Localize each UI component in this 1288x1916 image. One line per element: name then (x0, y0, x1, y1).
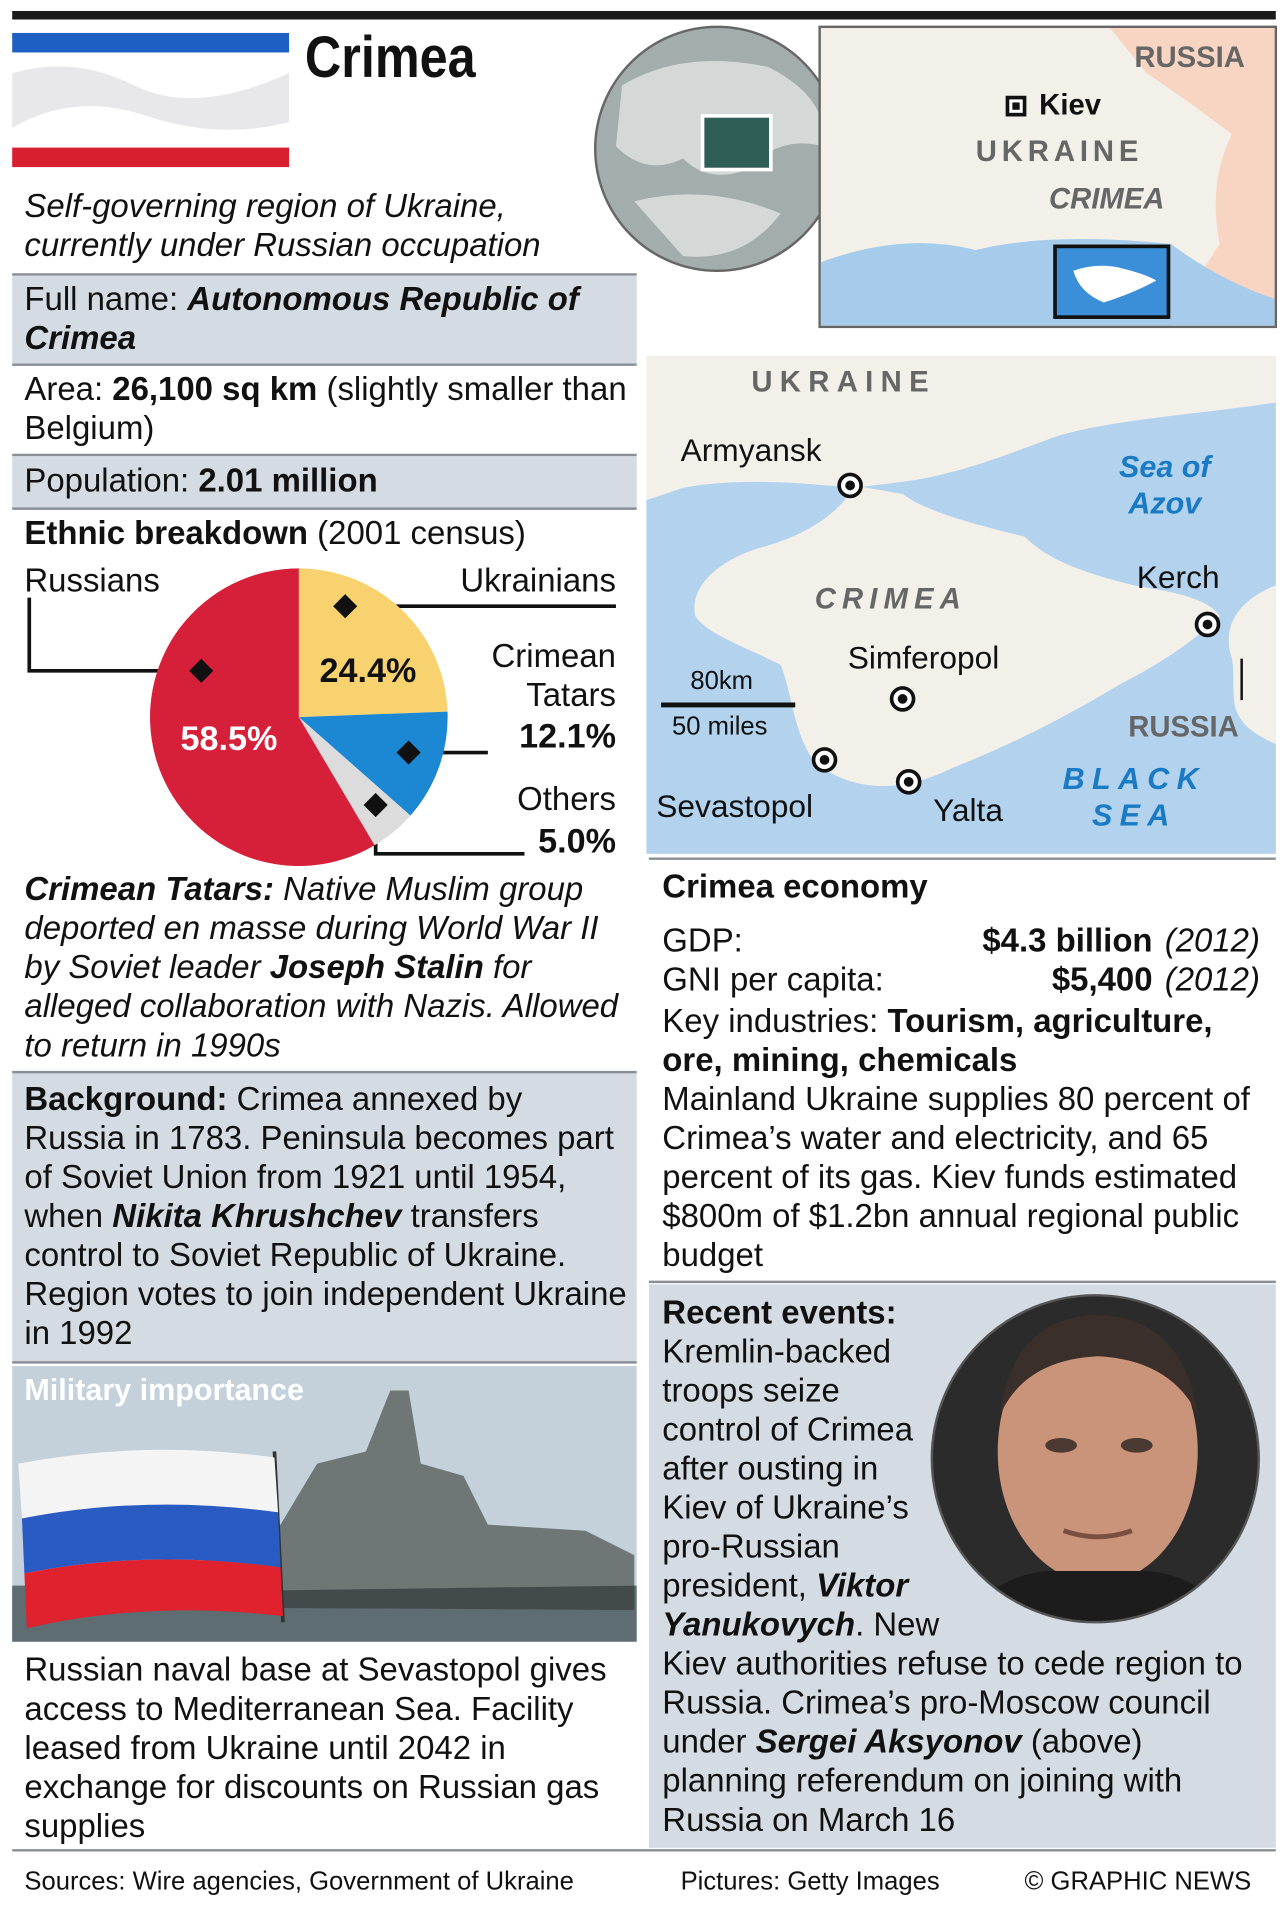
text-run: Crimea annexed by Russia in 1783. Penins… (24, 1080, 614, 1235)
crimea-map (646, 356, 1276, 854)
scale-label: 80km (690, 667, 753, 696)
map-label: CRIMEA (1048, 182, 1165, 216)
legend-label: Russians (24, 562, 160, 599)
subtitle: Self-governing region of Ukraine, curren… (24, 187, 541, 264)
legend-label: Crimean Tatars (491, 637, 616, 714)
economy-row: GDP: $4.3 billion (2012) (662, 921, 1260, 960)
map-label: RUSSIA (1134, 41, 1245, 75)
pie-chart (150, 568, 448, 866)
city-label: Sevastopol (656, 787, 814, 825)
text-run: (2001 census) (308, 514, 526, 552)
text-run: Population: (24, 462, 199, 499)
text-run: Viktor Yanukovych (662, 1567, 909, 1643)
pie-slice (298, 717, 411, 846)
economy-title: Crimea economy (662, 868, 928, 906)
text-run: Area: (24, 370, 113, 408)
footer-credit: © GRAPHIC NEWS (1024, 1867, 1252, 1896)
fact-full-name: Full name: Autonomous Republic of Crimea (24, 279, 628, 357)
portrait (927, 1293, 1264, 1625)
footer-sources: Sources: Wire agencies, Government of Uk… (24, 1867, 574, 1896)
text-run: Native Muslim group deported en masse du… (24, 870, 599, 986)
city-label: Yalta (933, 791, 1004, 829)
crimea-flag (12, 32, 290, 168)
economy-industries: Key industries: Tourism, agriculture, or… (662, 1001, 1266, 1079)
map-label: Kiev (1039, 89, 1102, 122)
map-label: CRIMEA (814, 583, 967, 616)
data-label: 58.5% (180, 719, 278, 758)
economy-rows: GDP: $4.3 billion (2012) GNI per capita: $5,… (662, 921, 1260, 999)
data-label: 5.0% (538, 822, 616, 860)
text-run: Full name: (24, 280, 188, 318)
economy-row: GNI per capita: $5,400 (2012) (662, 960, 1260, 999)
text-run: Crimean Tatars: (24, 870, 274, 908)
text-run: 26,100 sq km (112, 370, 318, 408)
text-run: Tourism, agriculture, ore, mining, chemi… (662, 1002, 1213, 1079)
row-year: (2012) (1164, 922, 1260, 959)
text-run: Nikita Khrushchev (112, 1197, 402, 1235)
tatars-note: Crimean Tatars: Native Muslim group depo… (24, 870, 628, 1065)
text-run: . New Kiev authorities refuse to cede re… (662, 1606, 1243, 1761)
text-run: Recent events: (662, 1294, 897, 1331)
title: Crimea (304, 25, 476, 91)
panel (12, 456, 637, 508)
text-run: 2.01 million (198, 462, 378, 499)
text-run: transfers control to Soviet Republic of … (24, 1197, 627, 1352)
scale-label: 50 miles (672, 712, 768, 741)
text-run: Sergei Aksyonov (755, 1723, 1022, 1761)
military-text: Russian naval base at Sevastopol gives a… (24, 1651, 607, 1845)
globe (593, 25, 841, 272)
legend-label: Others (517, 780, 616, 818)
city-label: Armyansk (680, 431, 822, 469)
text-run: (slightly smaller than Belgium) (24, 370, 627, 447)
text-run: (above) planning referendum on joining w… (662, 1723, 1183, 1839)
fact-area: Area: 26,100 sq km (slightly smaller tha… (24, 370, 628, 448)
footer-pictures: Pictures: Getty Images (680, 1867, 940, 1896)
row-value: $5,400 (1051, 961, 1153, 998)
legend-label: Ukrainians (460, 562, 616, 599)
top-rule (12, 10, 1276, 20)
text-run: Ethnic breakdown (24, 514, 309, 552)
map-label: UKRAINE (751, 365, 936, 399)
text-run: Autonomous Republic of Crimea (24, 280, 579, 357)
row-value: $4.3 billion (982, 922, 1153, 959)
data-label: 24.4% (319, 651, 417, 690)
row-label: GNI per capita: (662, 961, 884, 998)
text-run: Joseph Stalin (269, 948, 484, 986)
economy-text: Mainland Ukraine supplies 80 percent of … (662, 1080, 1250, 1274)
fact-population: Population: 2.01 million (24, 461, 628, 500)
data-label: 12.1% (519, 717, 616, 755)
row-label: GDP: (662, 922, 743, 959)
row-year: (2012) (1164, 961, 1260, 998)
locator-map (818, 25, 1278, 329)
pie-slice (298, 711, 448, 816)
panel (12, 1073, 637, 1362)
text-run: Key industries: (662, 1002, 888, 1040)
panel (12, 275, 637, 364)
city-label: Kerch (1136, 558, 1220, 596)
background-text: Background: Crimea annexed by Russia in … (24, 1079, 628, 1352)
map-label: UKRAINE (975, 135, 1144, 169)
warship-photo (12, 1366, 637, 1642)
events-text: Recent events: Kremlin-backed troops sei… (662, 1293, 1263, 1839)
city-label: Simferopol (847, 639, 1000, 676)
portrait-photo (930, 1294, 1260, 1624)
military-title: Military importance (24, 1373, 304, 1408)
separators (12, 273, 1276, 1852)
map-label: Sea of Azov (1119, 450, 1211, 521)
map-label: RUSSIA (1128, 711, 1239, 745)
map-label: BLACK SEA (1062, 762, 1206, 834)
events-runs: Recent events: Kremlin-backed troops sei… (662, 1294, 1242, 1838)
ethnic-title: Ethnic breakdown (2001 census) (24, 513, 628, 552)
text-run: Background: (24, 1080, 228, 1118)
text-run: Kremlin-backed troops seize control of C… (662, 1333, 914, 1604)
text-run: for alleged collaboration with Nazis. Al… (24, 948, 619, 1064)
pie-slice (150, 568, 375, 866)
